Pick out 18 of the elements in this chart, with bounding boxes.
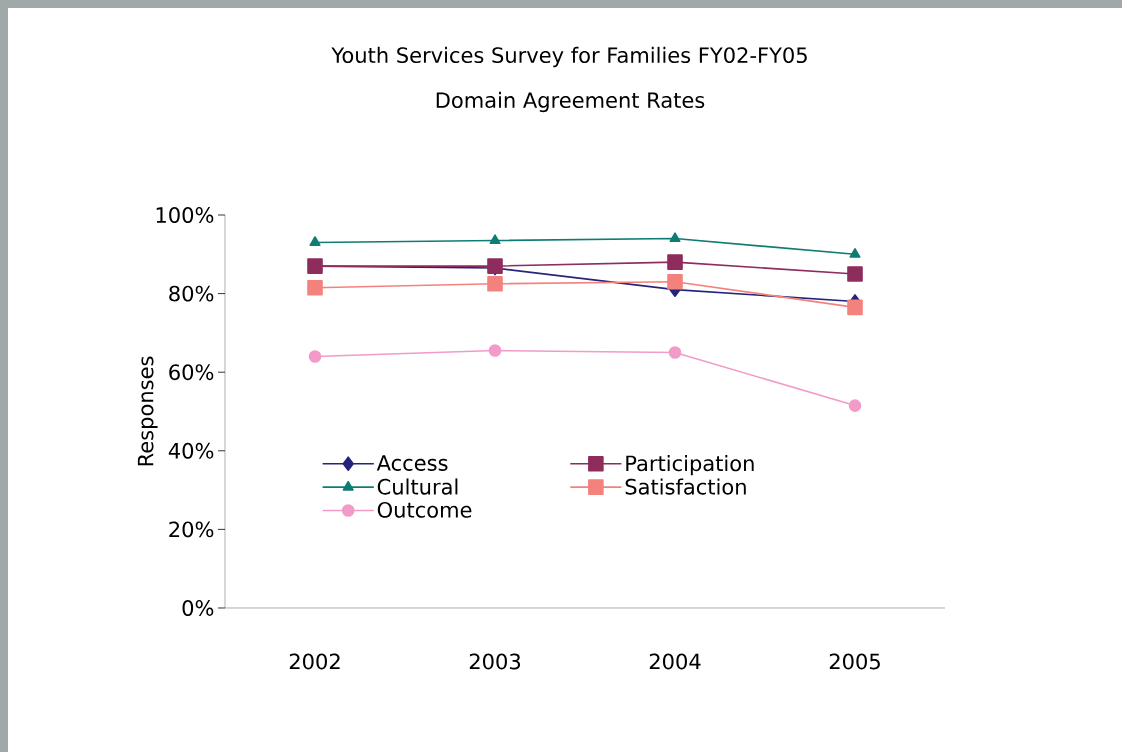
y-tick-label: 40% (168, 442, 214, 459)
x-tick-label: 2003 (469, 653, 521, 670)
legend-label: Access (376, 455, 448, 471)
chart-title: Youth Services Survey for Families FY02-FY05 (331, 46, 807, 68)
legend-label: Outcome (377, 501, 472, 518)
x-tick-label: 2002 (289, 653, 340, 670)
y-axis-title: Responses (137, 356, 158, 466)
x-tick-label: 2004 (649, 653, 701, 670)
chart-subtitle: Domain Agreement Rates (436, 91, 705, 113)
y-tick-label: 100% (156, 207, 214, 223)
x-tick-label: 2005 (829, 653, 880, 670)
legend-label: Participation (626, 455, 754, 476)
y-tick-label: 0% (182, 600, 214, 616)
y-tick-label: 20% (169, 521, 214, 538)
legend-label: Cultural (377, 478, 458, 495)
y-tick-label: 60% (169, 364, 214, 381)
legend-label: Satisfaction (625, 478, 746, 495)
y-tick-label: 80% (169, 285, 214, 302)
